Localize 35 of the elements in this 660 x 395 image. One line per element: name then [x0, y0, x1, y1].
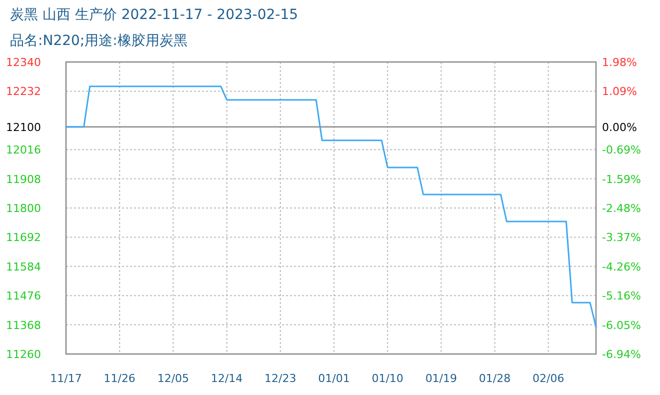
y-tick-label: 11260	[6, 348, 41, 361]
y-tick-label: 11692	[6, 231, 41, 244]
line-series	[65, 86, 597, 328]
x-tick-label: 12/23	[264, 372, 296, 385]
x-tick-label: 11/26	[104, 372, 136, 385]
y2-tick-label: 1.09%	[602, 85, 637, 98]
y-tick-label: 12232	[6, 85, 41, 98]
y2-tick-label: -6.05%	[602, 318, 641, 332]
x-tick-label: 01/10	[372, 372, 404, 385]
chart-subtitle: 品名:N220;用途:橡胶用炭黑	[10, 33, 188, 49]
chart-title: 炭黑 山西 生产价 2022-11-17 - 2023-02-15	[10, 7, 298, 23]
y-tick-label: 11908	[6, 172, 41, 186]
y2-tick-label: -5.16%	[602, 290, 641, 303]
y-tick-label: 11584	[6, 260, 41, 274]
x-tick-label: 02/06	[532, 372, 564, 385]
x-tick-label: 01/19	[425, 372, 458, 385]
y2-tick-label: -2.48%	[602, 202, 641, 215]
y2-tick-label: -3.37%	[602, 231, 641, 244]
x-tick-label: 12/05	[157, 372, 190, 385]
y2-tick-label: -1.59%	[602, 172, 641, 186]
y2-tick-label: -0.69%	[602, 143, 641, 156]
x-tick-label: 11/17	[50, 372, 82, 385]
x-tick-label: 12/14	[210, 372, 243, 385]
y2-tick-label: -6.94%	[602, 348, 641, 361]
y-tick-label: 11476	[6, 290, 41, 303]
y2-tick-label: 1.98%	[602, 56, 637, 69]
y2-tick-label: 0.00%	[602, 120, 637, 134]
y-tick-label: 11368	[6, 318, 41, 332]
y2-tick-label: -4.26%	[602, 260, 641, 274]
x-tick-label: 01/28	[478, 372, 511, 385]
y-tick-label: 12016	[6, 144, 41, 157]
x-tick-label: 01/01	[318, 372, 350, 385]
y-tick-label: 12100	[6, 120, 41, 134]
y-tick-label: 11800	[6, 202, 41, 215]
y-tick-label: 12340	[6, 56, 41, 69]
